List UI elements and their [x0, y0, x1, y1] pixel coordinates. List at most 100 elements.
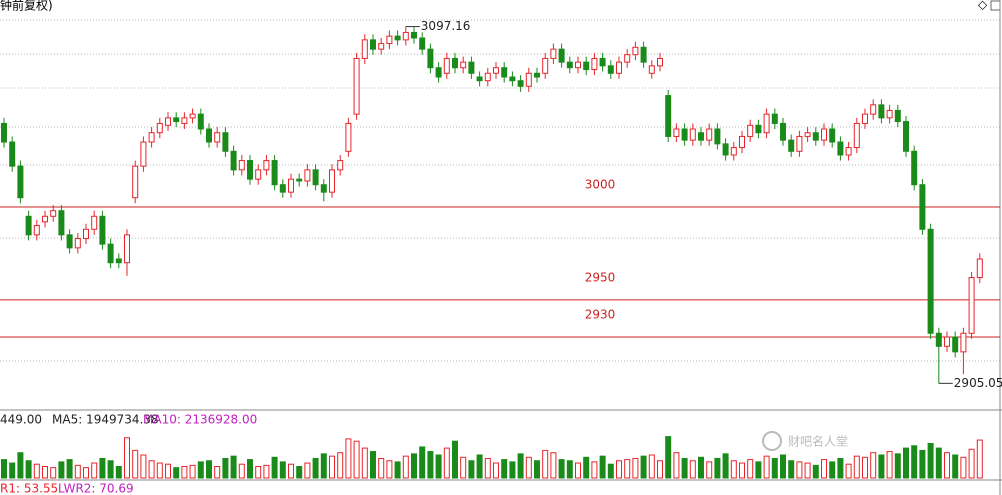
candle-body	[780, 122, 786, 141]
volume-bar	[394, 461, 401, 479]
candle-body	[230, 150, 237, 171]
candle-body	[411, 31, 417, 39]
candle-body	[345, 122, 352, 152]
candle-body	[665, 95, 672, 137]
volume-bar	[853, 455, 860, 479]
candle-body	[657, 57, 663, 67]
volume-bar	[632, 457, 639, 479]
candle-body	[476, 76, 483, 82]
candle-body	[739, 135, 745, 149]
volume-bar	[132, 449, 139, 479]
candle-body	[870, 104, 877, 115]
candle-body	[976, 258, 983, 279]
volume-bar	[624, 459, 631, 479]
volume-bar	[66, 459, 73, 479]
candle-body	[812, 132, 819, 141]
volume-bar	[493, 462, 499, 479]
chart-title: 钟前复权)	[0, 0, 53, 13]
volume-bar	[689, 460, 696, 479]
volume-bar	[1, 459, 7, 479]
candle-body	[435, 67, 442, 78]
volume-bar	[919, 449, 926, 479]
volume-bar	[107, 460, 114, 479]
volume-bar	[148, 460, 155, 479]
volume-bar	[968, 448, 975, 479]
candle-body	[329, 169, 335, 193]
volume-header: 449.00	[0, 413, 42, 427]
icon	[990, 0, 1001, 11]
volume-bar	[583, 456, 590, 479]
candle-body	[452, 57, 458, 69]
candle-body	[706, 128, 713, 141]
candle-body	[534, 72, 540, 78]
volume-bar	[411, 453, 417, 479]
candle-body	[370, 39, 376, 50]
candle-body	[566, 61, 573, 69]
candle-body	[821, 128, 827, 141]
volume-bar	[812, 464, 819, 479]
volume-bar	[534, 460, 540, 479]
volume-bar	[804, 462, 811, 479]
level-label: 3000	[585, 178, 616, 192]
candle-body	[132, 165, 139, 199]
watermark-icon	[762, 431, 782, 451]
candle-body	[58, 210, 65, 236]
candle-body	[689, 128, 696, 141]
volume-bar	[657, 460, 663, 479]
volume-bar	[509, 461, 516, 479]
volume-bar	[296, 466, 303, 479]
volume-bar	[271, 456, 278, 479]
volume-bar	[739, 462, 745, 479]
volume-header: MA5: 1949734.38	[52, 413, 159, 427]
candle-body	[714, 128, 721, 145]
candle-body	[378, 43, 385, 50]
candle-body	[796, 135, 803, 152]
volume-bar	[427, 451, 434, 479]
volume-bar	[788, 460, 795, 479]
volume-bar	[378, 457, 385, 479]
volume-bar	[42, 466, 48, 479]
volume-bar	[599, 455, 606, 479]
candle-body	[304, 169, 311, 182]
volume-bar	[181, 466, 188, 479]
indicator-header: LWR2: 70.69	[58, 482, 134, 495]
volume-bar	[755, 461, 762, 479]
candle-body	[632, 46, 639, 56]
candle-body	[9, 141, 16, 167]
candle-body	[255, 169, 262, 180]
candle-body	[517, 80, 524, 87]
volume-bar	[517, 453, 524, 479]
volume-bar	[927, 443, 934, 479]
candle-body	[173, 117, 180, 123]
candle-body	[419, 37, 426, 50]
candle-body	[558, 48, 565, 63]
level-label: 2950	[585, 270, 616, 284]
candle-body	[771, 113, 778, 124]
volume-bar	[288, 463, 294, 479]
volume-bar	[263, 464, 270, 479]
volume-bar	[730, 460, 737, 479]
volume-bar	[681, 457, 688, 479]
candle-body	[944, 336, 950, 347]
candle-body	[279, 184, 286, 193]
candle-body	[181, 117, 188, 124]
volume-bar	[17, 452, 24, 479]
candle-body	[788, 139, 795, 152]
candle-body	[140, 141, 147, 167]
volume-bar	[452, 440, 458, 479]
candle-body	[148, 132, 155, 143]
candle-body	[394, 35, 401, 41]
candle-body	[722, 143, 729, 156]
volume-bar	[443, 447, 450, 479]
candle-body	[607, 65, 614, 74]
candle-body	[747, 124, 754, 137]
volume-bar	[255, 466, 262, 479]
volume-bar	[607, 463, 614, 479]
candle-body	[263, 160, 270, 171]
volume-bar	[468, 460, 475, 479]
candle-body	[960, 332, 967, 353]
volume-bar	[238, 463, 245, 479]
volume-bar	[156, 462, 163, 479]
volume-bar	[74, 464, 81, 479]
candle-body	[99, 215, 106, 245]
